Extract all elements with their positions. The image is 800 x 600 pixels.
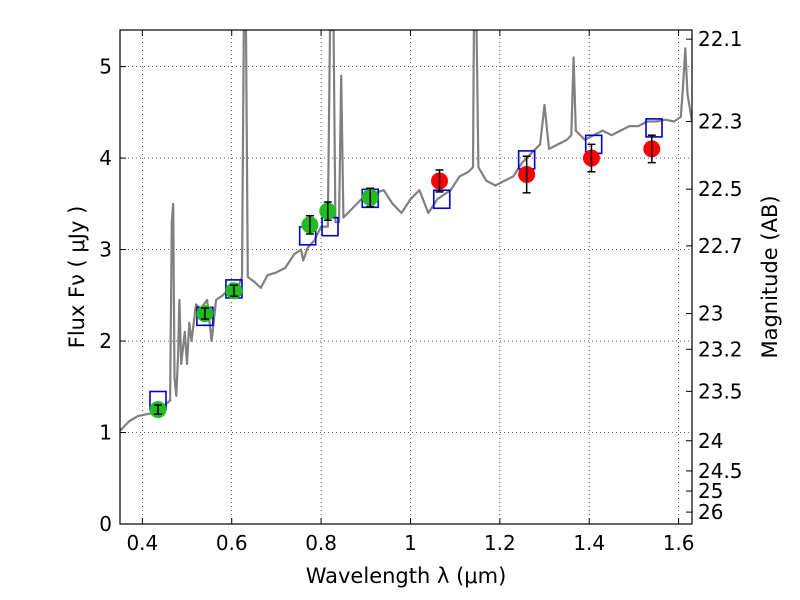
right-tick-label: 22.7 <box>698 234 743 258</box>
y-tick-label: 2 <box>99 329 112 353</box>
x-tick-label: 1 <box>404 531 417 555</box>
right-tick-label: 23.2 <box>698 337 743 361</box>
right-tick-label: 22.3 <box>698 109 743 133</box>
right-tick-label: 24 <box>698 429 723 453</box>
axis-ticks: 0.4 0.6 0.8 1 1.2 1.4 1.601234522.122.322.522.… <box>99 27 742 555</box>
right-tick-label: 24.5 <box>698 459 743 483</box>
x-tick-label: 1.4 <box>573 531 605 555</box>
right-tick-label: 22.5 <box>698 177 743 201</box>
y-tick-label: 4 <box>99 146 112 170</box>
right-tick-label: 23 <box>698 302 723 326</box>
y-tick-label: 5 <box>99 55 112 79</box>
x-tick-label: 1.2 <box>484 531 516 555</box>
x-axis-title: Wavelength λ (μm) <box>306 564 507 588</box>
spectrum-line <box>120 30 692 432</box>
x-tick-label: 0.4 <box>126 531 158 555</box>
right-axis-title: Magnitude (AB) <box>758 195 782 358</box>
grid-lines <box>120 30 692 525</box>
right-tick-label: 26 <box>698 500 723 524</box>
model-square-marker <box>432 189 451 210</box>
x-tick-label: 0.6 <box>216 531 248 555</box>
data-series <box>120 30 692 432</box>
plot-frame <box>119 29 693 525</box>
y-tick-label: 0 <box>99 512 112 536</box>
x-tick-label: 1.6 <box>663 531 695 555</box>
right-tick-label: 23.5 <box>698 379 743 403</box>
x-tick-label: 0.8 <box>305 531 337 555</box>
right-tick-label: 22.1 <box>698 27 743 51</box>
right-tick-label: 25 <box>698 479 723 503</box>
y-tick-label: 1 <box>99 421 112 445</box>
model-square-marker <box>645 118 663 138</box>
y-tick-label: 3 <box>99 238 112 262</box>
y-axis-title: Flux Fν ( μJy ) <box>65 206 89 349</box>
